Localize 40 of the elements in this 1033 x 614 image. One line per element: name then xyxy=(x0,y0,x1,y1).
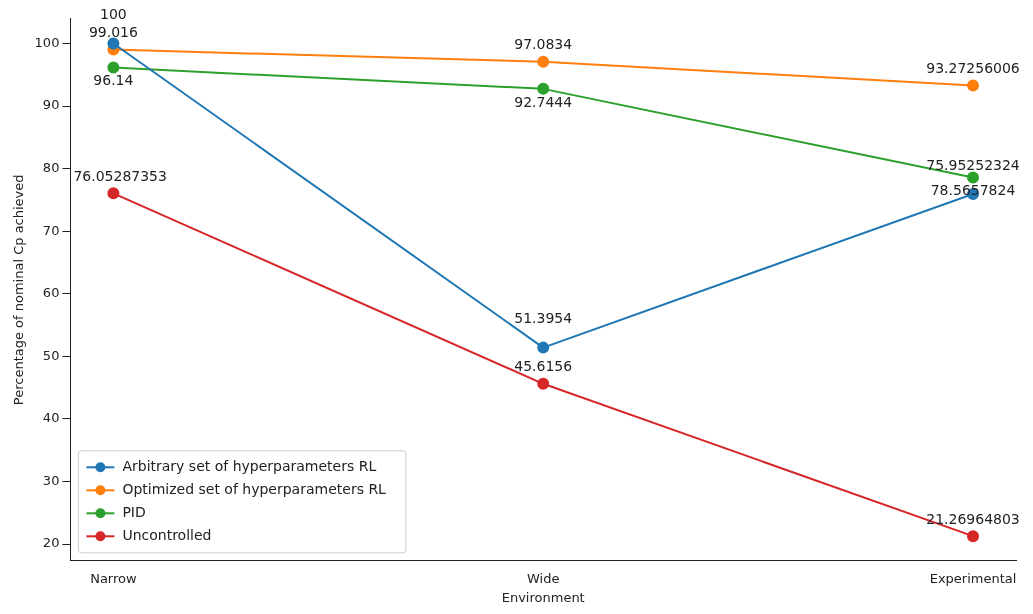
y-tick-label: 30 xyxy=(42,472,60,488)
point xyxy=(537,82,550,95)
x-tick-label: Experimental xyxy=(929,570,1017,586)
data-label: 45.6156 xyxy=(514,358,573,375)
point xyxy=(107,37,120,50)
data-label: 97.0834 xyxy=(514,36,573,53)
x-tick-label: Narrow xyxy=(90,570,137,586)
y-tick-label: 80 xyxy=(42,159,60,175)
y-tick-label: 90 xyxy=(42,97,60,113)
data-label: 92.7444 xyxy=(514,93,573,110)
point xyxy=(967,79,980,92)
x-axis-title: Environment xyxy=(501,589,585,605)
data-label: 78.5657824 xyxy=(930,182,1016,199)
data-label: 93.27256006 xyxy=(926,60,1020,77)
point xyxy=(537,341,550,354)
data-label: 99.016 xyxy=(88,24,138,41)
data-label: 75.95252324 xyxy=(926,156,1020,173)
y-tick-label: 70 xyxy=(42,222,60,238)
data-label: 100 xyxy=(100,6,127,23)
point xyxy=(107,61,120,74)
x-tick-label: Wide xyxy=(526,570,560,586)
point xyxy=(107,187,120,200)
data-label: 21.26964803 xyxy=(926,510,1020,527)
data-label: 51.3954 xyxy=(514,310,573,327)
point xyxy=(537,377,550,390)
y-tick-label: 20 xyxy=(42,535,60,551)
point xyxy=(967,530,980,543)
legend-label: PID xyxy=(122,503,146,520)
y-tick-label: 50 xyxy=(42,347,60,363)
legend-label: Optimized set of hyperparameters RL xyxy=(122,480,387,497)
legend-label: Arbitrary set of hyperparameters RL xyxy=(122,457,377,474)
point xyxy=(537,55,550,68)
data-label: 96.14 xyxy=(93,72,134,89)
y-tick-label: 60 xyxy=(42,285,60,301)
y-tick-label: 40 xyxy=(42,410,60,426)
y-axis-title: Percentage of nominal Cp achieved xyxy=(11,174,27,406)
y-tick-label: 100 xyxy=(34,34,60,50)
data-label: 76.05287353 xyxy=(73,167,167,184)
point xyxy=(967,171,980,184)
legend-label: Uncontrolled xyxy=(122,526,212,543)
